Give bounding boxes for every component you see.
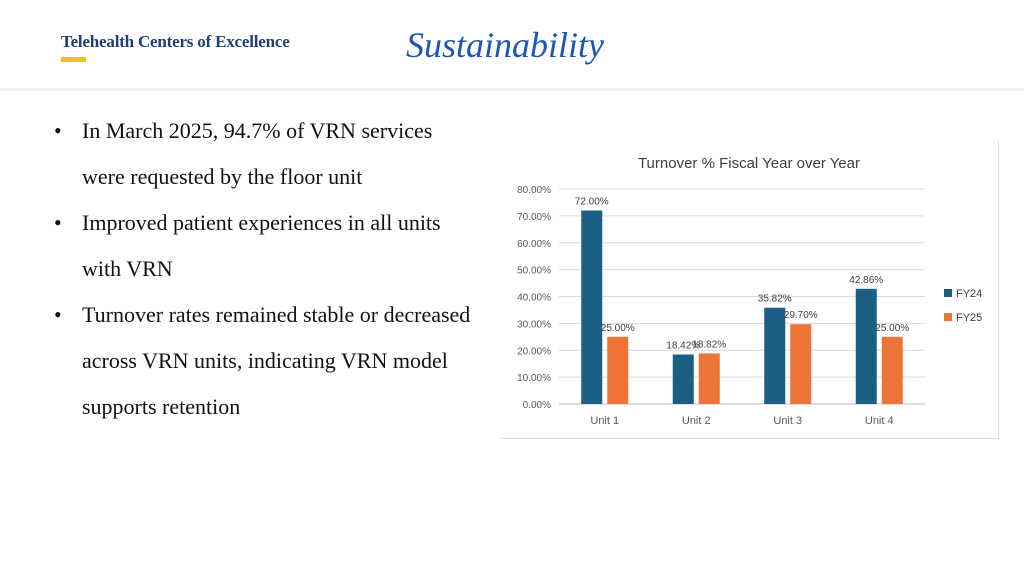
bullet-text: Turnover rates remained stable or decrea…	[82, 302, 471, 419]
turnover-chart: Turnover % Fiscal Year over Year 0.00% 10…	[500, 140, 999, 439]
bullet-text: In March 2025, 94.7% of VRN services wer…	[82, 118, 433, 189]
data-label: 35.82%	[758, 294, 792, 305]
x-tick-label: Unit 1	[590, 415, 619, 427]
bar-fy25-unit-4	[881, 336, 903, 404]
bullet-dot: •	[54, 210, 62, 235]
bullet-item: • In March 2025, 94.7% of VRN services we…	[52, 108, 472, 200]
data-label: 29.70%	[784, 310, 818, 321]
x-tick-label: Unit 3	[773, 415, 802, 427]
legend-swatch-fy25	[944, 313, 952, 321]
y-tick-label: 40.00%	[517, 293, 551, 304]
header-divider	[0, 88, 1024, 91]
x-tick-label: Unit 2	[682, 415, 711, 427]
x-axis-ticks: Unit 1 Unit 2 Unit 3 Unit 4	[590, 415, 893, 427]
legend-swatch-fy24	[944, 289, 952, 297]
bar-fy24-unit-2	[672, 354, 694, 404]
bullet-item: • Improved patient experiences in all uni…	[52, 200, 472, 292]
chart-legend: FY24 FY25	[944, 288, 982, 324]
data-labels: 72.00% 25.00% 18.42%18.82% 35.82% 29.70% 42.8…	[575, 197, 910, 352]
x-tick-label: Unit 4	[865, 415, 894, 427]
data-label: 25.00%	[875, 323, 909, 334]
chart-bars	[581, 210, 903, 404]
chart-svg: Turnover % Fiscal Year over Year 0.00% 10…	[517, 155, 982, 427]
chart-title: Turnover % Fiscal Year over Year	[638, 155, 860, 172]
bar-fy24-unit-3	[764, 307, 786, 404]
y-tick-label: 20.00%	[517, 346, 551, 357]
data-label: 18.82%	[692, 339, 726, 350]
legend-label: FY24	[956, 288, 982, 300]
bar-fy25-unit-3	[790, 324, 812, 404]
org-name: Telehealth Centers of Excellence	[61, 32, 290, 51]
bar-fy24-unit-1	[581, 210, 603, 404]
data-label: 72.00%	[575, 197, 609, 208]
y-axis-ticks: 0.00% 10.00% 20.00% 30.00% 40.00% 50.00% 60.00…	[517, 185, 551, 411]
y-tick-label: 10.00%	[517, 373, 551, 384]
bar-fy25-unit-1	[607, 336, 629, 404]
bullet-dot: •	[54, 118, 62, 143]
slide-header: Telehealth Centers of Excellence Sustain…	[0, 0, 1024, 88]
bullet-list: • In March 2025, 94.7% of VRN services we…	[52, 108, 472, 430]
bar-fy24-unit-4	[855, 288, 877, 404]
bullet-dot: •	[54, 302, 62, 327]
org-accent-bar	[61, 57, 86, 62]
y-tick-label: 80.00%	[517, 185, 551, 196]
y-tick-label: 30.00%	[517, 319, 551, 330]
data-label: 42.86%	[849, 275, 883, 286]
y-tick-label: 50.00%	[517, 266, 551, 277]
data-label: 18.42%	[666, 340, 700, 351]
y-tick-label: 60.00%	[517, 239, 551, 250]
slide-title: Sustainability	[406, 25, 604, 65]
bullet-item: • Turnover rates remained stable or decre…	[52, 292, 472, 430]
y-tick-label: 70.00%	[517, 212, 551, 223]
bar-fy25-unit-2	[698, 353, 720, 404]
data-label: 25.00%	[601, 323, 635, 334]
y-tick-label: 0.00%	[523, 400, 551, 411]
legend-label: FY25	[956, 312, 982, 324]
bullet-text: Improved patient experiences in all unit…	[82, 210, 441, 281]
